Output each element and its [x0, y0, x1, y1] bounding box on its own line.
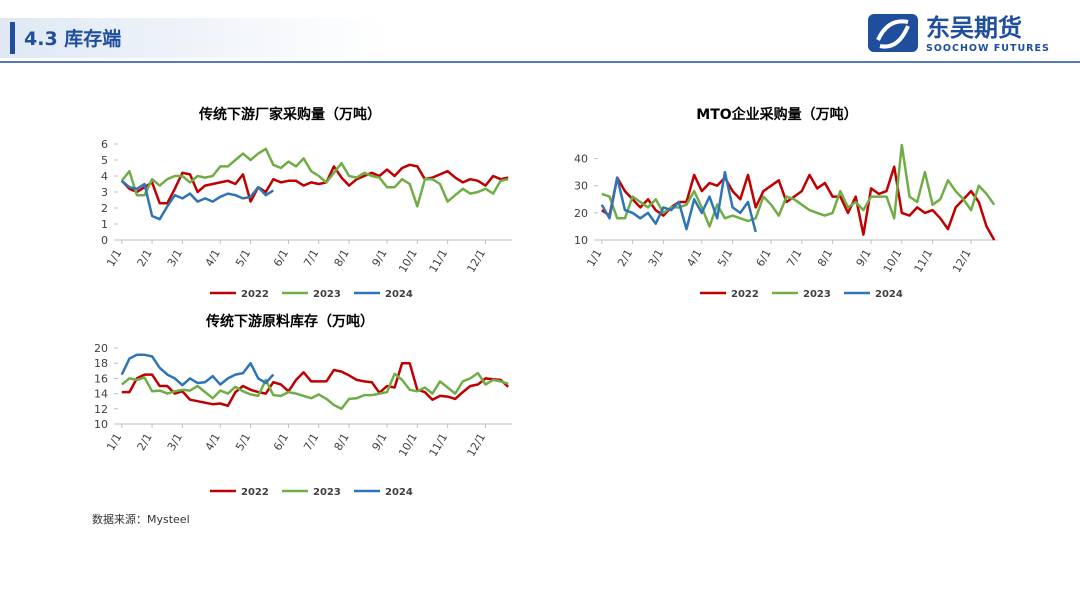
x-tick-label: 9/1: [369, 247, 389, 269]
legend-label: 2023: [313, 289, 341, 300]
logo-en: SOOCHOW FUTURES: [926, 43, 1050, 54]
y-tick-label: 40: [574, 153, 588, 166]
x-tick-label: 11/1: [912, 247, 936, 275]
x-tick-label: 2/1: [135, 431, 155, 453]
y-tick-label: 3: [101, 186, 108, 199]
legend-label: 2024: [875, 289, 903, 300]
legend-label: 2024: [385, 487, 413, 498]
legend-label: 2023: [313, 487, 341, 498]
logo-swirl: [876, 19, 910, 49]
x-tick-label: 6/1: [271, 247, 291, 269]
x-tick-label: 7/1: [784, 247, 804, 269]
legend-label: 2022: [731, 289, 759, 300]
header-bar: [10, 22, 15, 54]
y-tick-label: 5: [101, 154, 108, 167]
x-tick-label: 8/1: [332, 431, 352, 453]
x-tick-label: 10/1: [881, 247, 905, 275]
x-tick-label: 6/1: [271, 431, 291, 453]
y-tick-label: 12: [94, 403, 108, 416]
x-tick-label: 11/1: [427, 431, 451, 459]
x-tick-label: 7/1: [301, 247, 321, 269]
y-tick-label: 30: [574, 180, 588, 193]
y-tick-label: 18: [94, 357, 108, 370]
x-tick-label: 2/1: [135, 247, 155, 269]
y-tick-label: 0: [101, 234, 108, 247]
x-tick-label: 3/1: [165, 431, 185, 453]
y-tick-label: 20: [574, 207, 588, 220]
chart-title: MTO企业采购量（万吨）: [696, 106, 857, 123]
x-tick-label: 3/1: [646, 247, 666, 269]
x-tick-label: 2/1: [615, 247, 635, 269]
series-line: [120, 147, 509, 208]
chart-title: 传统下游厂家采购量（万吨）: [198, 106, 381, 123]
series-line: [600, 170, 757, 233]
x-tick-label: 7/1: [301, 431, 321, 453]
x-tick-label: 9/1: [854, 247, 874, 269]
series-line: [121, 361, 510, 408]
series-line: [121, 371, 509, 411]
x-tick-label: 12/1: [950, 247, 974, 275]
x-tick-label: 4/1: [203, 431, 223, 453]
x-tick-label: 12/1: [464, 431, 488, 459]
y-tick-label: 20: [94, 342, 108, 355]
header-title: 4.3 库存端: [24, 27, 121, 50]
header-band: [0, 18, 640, 58]
x-tick-label: 4/1: [684, 247, 704, 269]
legend-label: 2022: [241, 487, 269, 498]
x-tick-label: 9/1: [369, 431, 389, 453]
x-tick-label: 4/1: [203, 247, 223, 269]
legend-label: 2024: [385, 289, 413, 300]
x-tick-label: 5/1: [233, 431, 253, 453]
x-tick-label: 5/1: [233, 247, 253, 269]
x-tick-label: 3/1: [165, 247, 185, 269]
y-tick-label: 10: [574, 234, 588, 247]
series-line: [120, 179, 274, 221]
series-line: [120, 353, 275, 387]
logo-cn: 东吴期货: [926, 14, 1022, 42]
source-note: 数据来源：Mysteel: [92, 512, 190, 526]
x-tick-label: 6/1: [754, 247, 774, 269]
series-line: [601, 143, 996, 228]
y-tick-label: 10: [94, 418, 108, 431]
x-tick-label: 11/1: [427, 247, 451, 275]
y-tick-label: 6: [101, 138, 108, 151]
x-tick-label: 10/1: [396, 247, 420, 275]
x-tick-label: 12/1: [464, 247, 488, 275]
x-tick-label: 10/1: [396, 431, 420, 459]
x-tick-label: 1/1: [584, 247, 604, 269]
legend-label: 2022: [241, 289, 269, 300]
series-line: [120, 163, 509, 205]
x-tick-label: 1/1: [104, 247, 124, 269]
y-tick-label: 1: [101, 218, 108, 231]
x-tick-label: 8/1: [332, 247, 352, 269]
x-tick-label: 1/1: [104, 431, 124, 453]
y-tick-label: 14: [94, 388, 108, 401]
x-tick-label: 5/1: [715, 247, 735, 269]
legend-label: 2023: [803, 289, 831, 300]
y-tick-label: 2: [101, 202, 108, 215]
y-tick-label: 4: [101, 170, 108, 183]
y-tick-label: 16: [94, 372, 108, 385]
x-tick-label: 8/1: [815, 247, 835, 269]
chart-title: 传统下游原料库存（万吨）: [205, 313, 374, 330]
